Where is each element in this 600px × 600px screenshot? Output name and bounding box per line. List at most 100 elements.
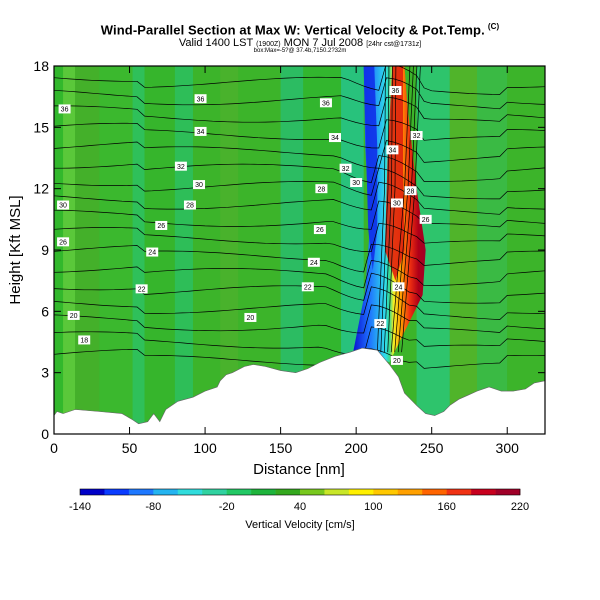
contour-label: 22 — [301, 282, 314, 291]
contour-label: 28 — [404, 186, 417, 195]
velocity-band — [75, 66, 100, 434]
velocity-band — [220, 66, 239, 434]
contour-label-text: 28 — [407, 188, 415, 195]
contour-label: 26 — [155, 220, 168, 230]
colorbar-tick-label: -80 — [145, 501, 161, 513]
y-tick-label: 18 — [33, 58, 49, 74]
chart-title-mark: (C) — [487, 22, 500, 31]
theta-contour — [54, 326, 545, 356]
colorbar-swatch — [373, 489, 399, 495]
chart-subtitle-forecast: [24hr cst@1731z] — [366, 41, 422, 48]
contour-label-box — [313, 225, 326, 235]
x-tick-label: 300 — [496, 440, 520, 456]
theta-contour — [387, 66, 397, 353]
theta-contour — [397, 66, 418, 353]
x-tick-label: 50 — [122, 440, 138, 456]
updraft-core — [353, 66, 426, 363]
contour-label-text: 30 — [195, 182, 203, 189]
contour-label-text: 26 — [157, 223, 165, 230]
contour-label-box — [194, 126, 207, 136]
theta-contour — [54, 155, 545, 184]
contour-label: 30 — [193, 180, 206, 190]
contour-label-box — [78, 335, 91, 345]
x-axis-label: Distance [nm] — [253, 461, 345, 478]
contour-label-text: 24 — [395, 284, 403, 291]
colorbar-swatch — [495, 489, 521, 495]
theta-contour — [390, 66, 411, 353]
contour-label: 30 — [390, 198, 403, 208]
contour-label-box — [392, 282, 405, 292]
colorbar-tick-label: -140 — [69, 501, 91, 513]
contour-label-text: 36 — [322, 100, 330, 107]
contour-label-text: 20 — [247, 315, 255, 322]
theta-contour — [54, 347, 545, 377]
colorbar-tick-label: 160 — [437, 501, 455, 513]
colorbar-swatch — [251, 489, 276, 495]
theta-contour — [394, 66, 414, 353]
chart-subtitle-date: MON 7 Jul 2008 — [283, 37, 364, 49]
contour-label: 20 — [244, 312, 257, 322]
theta-contour — [54, 243, 545, 273]
theta-contour — [54, 181, 545, 215]
contour-label: 28 — [315, 184, 328, 193]
contour-label-box — [389, 86, 402, 96]
contour-label-text: 20 — [393, 358, 401, 365]
theta-contour — [54, 77, 545, 110]
contour-label-text: 36 — [61, 107, 69, 114]
chart-subtitle: Valid 1400 LST (1900Z) MON 7 Jul 2008 [2… — [0, 37, 600, 49]
theta-contour — [54, 167, 545, 200]
contour-label-text: 34 — [197, 129, 205, 136]
theta-contour — [54, 119, 545, 149]
contour-label-box — [57, 200, 70, 210]
contour-label-box — [183, 200, 196, 210]
contour-label: 22 — [135, 284, 148, 293]
contour-label-text: 36 — [197, 96, 205, 103]
contour-label: 34 — [329, 133, 342, 142]
contour-label: 26 — [419, 214, 432, 224]
contour-label-box — [410, 131, 423, 141]
contour-label: 24 — [392, 282, 405, 292]
contour-label-text: 30 — [352, 180, 360, 187]
theta-contour — [54, 140, 545, 169]
colorbar-swatch — [226, 489, 252, 495]
contour-label-box — [390, 355, 403, 365]
contour-label-box — [386, 145, 399, 155]
x-tick-label: 100 — [193, 440, 217, 456]
contour-label-text: 28 — [186, 203, 194, 210]
contour-label-text: 30 — [393, 201, 401, 208]
velocity-band — [132, 66, 145, 434]
contour-label-text: 32 — [342, 166, 350, 173]
contour-label-box — [374, 319, 387, 329]
contour-label: 32 — [174, 161, 187, 171]
contour-label: 34 — [386, 145, 399, 155]
contour-label-text: 22 — [376, 321, 384, 328]
contour-label-text: 26 — [422, 217, 430, 224]
colorbar-label: Vertical Velocity [cm/s] — [245, 519, 354, 531]
velocity-band — [477, 66, 508, 434]
contour-label-box — [57, 237, 70, 247]
colorbar-swatch — [422, 489, 447, 495]
theta-contour — [54, 66, 545, 95]
x-tick-label: 150 — [269, 440, 293, 456]
theta-contours — [54, 66, 545, 377]
colorbar-swatch — [446, 489, 472, 495]
contour-label-box — [319, 98, 332, 108]
contour-label-text: 34 — [389, 147, 397, 154]
chart-title-text: Wind-Parallel Section at Max W: Vertical… — [100, 22, 485, 38]
theta-contour — [380, 66, 390, 353]
chart-subtitle-valid: Valid 1400 LST — [178, 37, 254, 49]
colorbar-swatch — [471, 489, 496, 495]
contour-label-box — [193, 180, 206, 190]
x-tick-label: 250 — [420, 440, 444, 456]
chart-title: Wind-Parallel Section at Max W: Vertical… — [0, 22, 600, 37]
contour-label-text: 28 — [318, 186, 326, 193]
colorbar-swatch — [275, 489, 301, 495]
theta-contour — [383, 66, 393, 353]
colorbar-tick-label: 100 — [364, 501, 382, 513]
contour-label: 36 — [58, 104, 71, 114]
contour-label-box — [419, 214, 432, 224]
x-axis-ticks: 0 50 100 150 200 250 300 — [50, 66, 519, 456]
colorbar-swatch — [324, 489, 350, 495]
theta-contour — [54, 200, 545, 230]
